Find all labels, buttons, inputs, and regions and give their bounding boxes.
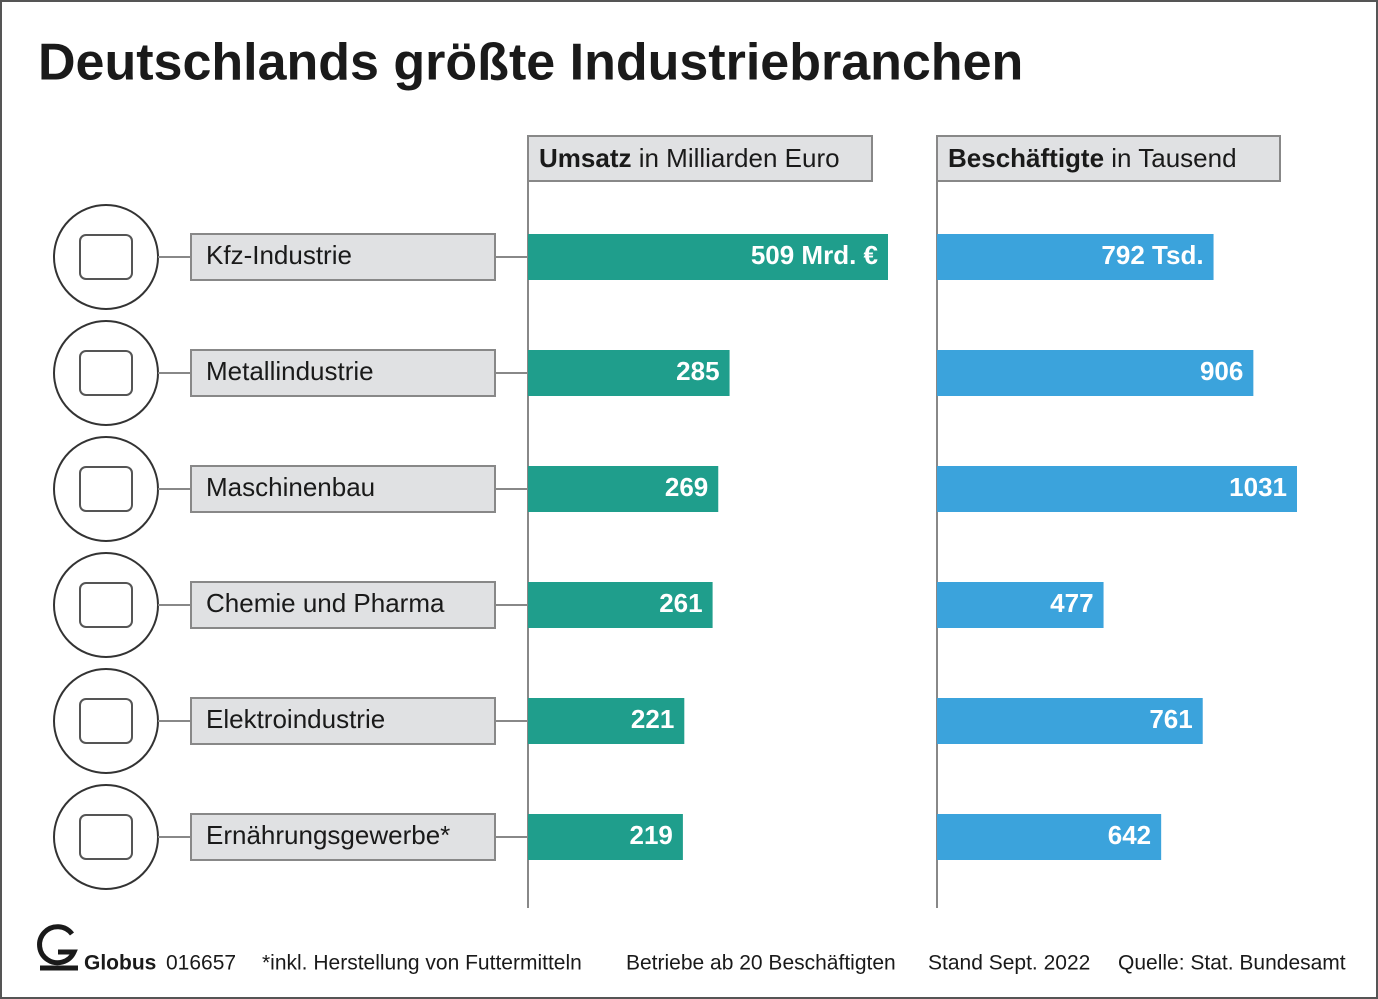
footer-note: Stand Sept. 2022 <box>928 952 1090 975</box>
category-box <box>190 233 496 281</box>
category-box <box>190 581 496 629</box>
footer-id: 016657 <box>166 952 236 975</box>
bar <box>937 698 1203 744</box>
category-box <box>190 465 496 513</box>
value-label: 761 <box>1149 704 1192 734</box>
category-icon-glyph <box>79 582 133 628</box>
bar <box>528 814 683 860</box>
series-header: Beschäftigte in Tausend <box>948 143 1237 173</box>
category-box <box>190 697 496 745</box>
value-label: 269 <box>665 472 708 502</box>
category-icon <box>53 436 159 542</box>
bar <box>528 234 888 280</box>
footer-note: Betriebe ab 20 Beschäftigten <box>626 952 896 975</box>
series-name: Umsatz <box>539 143 631 173</box>
category-icon <box>53 552 159 658</box>
category-label: Elektroindustrie <box>206 704 385 734</box>
bar <box>528 466 719 512</box>
bar <box>528 698 685 744</box>
value-label: 1031 <box>1229 472 1287 502</box>
bar <box>937 234 1214 280</box>
category-icon <box>53 668 159 774</box>
series-name: Beschäftigte <box>948 143 1104 173</box>
value-label: 285 <box>676 356 719 386</box>
category-label: Ernährungsgewerbe* <box>206 820 450 850</box>
series-unit: in Milliarden Euro <box>631 143 839 173</box>
footer-note: *inkl. Herstellung von Futtermitteln <box>262 952 582 975</box>
footer-brand: Globus <box>84 952 156 975</box>
bar <box>937 466 1297 512</box>
series-header: Umsatz in Milliarden Euro <box>539 143 840 173</box>
value-label: 509 Mrd. € <box>751 240 878 270</box>
category-label: Kfz-Industrie <box>206 240 352 270</box>
category-icon-glyph <box>79 350 133 396</box>
bar <box>528 350 730 396</box>
category-icon <box>53 204 159 310</box>
value-label: 221 <box>631 704 674 734</box>
value-label: 219 <box>630 820 673 850</box>
value-label: 477 <box>1050 588 1093 618</box>
category-icon <box>53 784 159 890</box>
category-label: Metallindustrie <box>206 356 374 386</box>
category-icon-glyph <box>79 466 133 512</box>
series-unit: in Tausend <box>1104 143 1237 173</box>
category-box <box>190 813 496 861</box>
globus-logo <box>37 924 78 971</box>
category-icon-glyph <box>79 814 133 860</box>
series-header-box <box>936 135 1281 182</box>
series-header-box <box>527 135 873 182</box>
category-icon-glyph <box>79 234 133 280</box>
category-icon <box>53 320 159 426</box>
category-label: Maschinenbau <box>206 472 375 502</box>
bar <box>937 582 1104 628</box>
value-label: 261 <box>659 588 702 618</box>
value-label: 642 <box>1108 820 1151 850</box>
bar <box>937 814 1162 860</box>
value-label: 792 Tsd. <box>1101 240 1203 270</box>
bar <box>937 350 1254 396</box>
value-label: 906 <box>1200 356 1243 386</box>
bar <box>528 582 713 628</box>
category-label: Chemie und Pharma <box>206 588 445 618</box>
footer-note: Quelle: Stat. Bundesamt <box>1118 952 1346 975</box>
category-icon-glyph <box>79 698 133 744</box>
chart-title: Deutschlands größte Industriebranchen <box>38 34 1023 92</box>
category-box <box>190 349 496 397</box>
